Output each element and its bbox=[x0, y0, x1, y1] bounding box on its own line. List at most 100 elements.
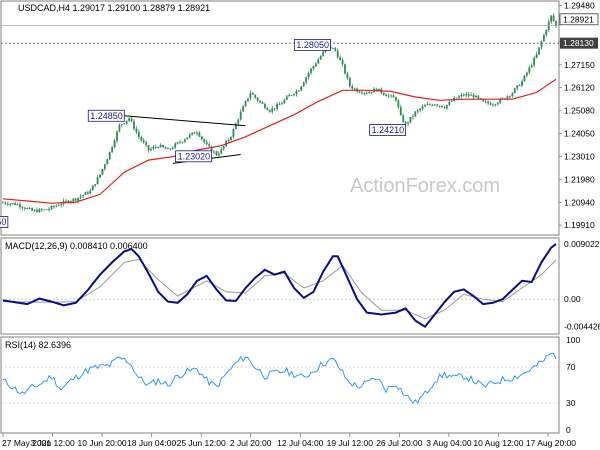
candle-body bbox=[310, 68, 312, 73]
candle-body bbox=[470, 94, 473, 96]
candle-body bbox=[499, 98, 502, 103]
candle-body bbox=[251, 93, 254, 95]
candle-body bbox=[538, 47, 540, 55]
candle-body bbox=[213, 151, 215, 153]
price-annotation-box bbox=[87, 109, 125, 122]
candle-body bbox=[174, 143, 177, 148]
macd-main-line bbox=[2, 243, 557, 329]
candle-body bbox=[203, 139, 206, 143]
candle-body bbox=[179, 142, 181, 143]
candle-body bbox=[404, 121, 407, 124]
candle-body bbox=[57, 205, 60, 207]
price-axis-tick-label: 1.19910 bbox=[564, 220, 595, 230]
rsi-axis-tick-label: 30 bbox=[566, 398, 576, 408]
watermark: ActionForex.com bbox=[350, 175, 500, 197]
candle-body bbox=[67, 200, 70, 203]
candle-body bbox=[45, 209, 48, 211]
candle-body bbox=[150, 148, 152, 151]
candle-body bbox=[266, 108, 269, 111]
candle-body bbox=[518, 85, 521, 87]
candle-body bbox=[74, 198, 77, 201]
candle-body bbox=[302, 82, 305, 87]
candle-body bbox=[259, 100, 261, 103]
candle-body bbox=[157, 146, 160, 148]
candle-body bbox=[186, 137, 189, 140]
candle-body bbox=[414, 111, 417, 117]
price-axis-tick-label: 1.20940 bbox=[564, 197, 595, 207]
candle-body bbox=[533, 57, 536, 66]
rsi-panel-border bbox=[0, 336, 560, 434]
candle-body bbox=[278, 104, 281, 106]
candle-body bbox=[111, 147, 114, 152]
time-axis-tick-label: 12 Jul 04:00 bbox=[277, 438, 324, 448]
candle-body bbox=[509, 95, 511, 97]
candle-body bbox=[293, 94, 295, 96]
candle-body bbox=[492, 104, 494, 106]
candle-body bbox=[295, 90, 298, 95]
candle-body bbox=[53, 206, 55, 207]
candle-body bbox=[550, 15, 553, 22]
candle-body bbox=[48, 209, 50, 211]
candle-body bbox=[273, 108, 276, 110]
reference-price-tag bbox=[560, 37, 598, 49]
candle-body bbox=[191, 132, 194, 135]
candle-body bbox=[16, 204, 19, 205]
candle-body bbox=[43, 209, 46, 211]
candle-body bbox=[283, 99, 286, 104]
candle-body bbox=[361, 92, 363, 94]
price-annotation-label: 1.28050 bbox=[296, 40, 329, 50]
candle-body bbox=[416, 110, 419, 112]
candle-body bbox=[167, 148, 169, 150]
candle-body bbox=[79, 196, 82, 198]
candle-body bbox=[130, 118, 133, 122]
candle-body bbox=[375, 88, 378, 91]
candle-body bbox=[346, 73, 349, 78]
candle-body bbox=[40, 209, 43, 210]
candle-body bbox=[256, 97, 259, 101]
candle-body bbox=[21, 207, 24, 208]
candle-body bbox=[244, 101, 247, 107]
candle-body bbox=[395, 97, 397, 101]
triangle-upper-line bbox=[124, 115, 246, 127]
macd-signal-line bbox=[2, 258, 557, 320]
candle-body bbox=[230, 137, 232, 140]
candle-body bbox=[264, 103, 266, 109]
candle-body bbox=[193, 132, 196, 134]
candle-body bbox=[261, 102, 264, 104]
candle-body bbox=[314, 63, 317, 67]
candle-body bbox=[135, 128, 138, 133]
price-title: USDCAD,H4 1.29017 1.29100 1.28879 1.2892… bbox=[18, 3, 210, 13]
candle-body bbox=[334, 48, 337, 51]
candle-body bbox=[458, 96, 460, 99]
time-axis-tick-label: 26 Jul 20:00 bbox=[376, 438, 423, 448]
candle-body bbox=[484, 101, 487, 103]
candle-body bbox=[392, 95, 395, 98]
candle-body bbox=[317, 59, 320, 64]
candle-body bbox=[23, 207, 26, 209]
candle-body bbox=[443, 107, 446, 109]
candle-body bbox=[162, 145, 164, 148]
candle-body bbox=[118, 124, 121, 132]
candle-body bbox=[460, 94, 463, 97]
macd-title: MACD(12,26,9) 0.008410 0.006400 bbox=[5, 241, 148, 251]
candle-body bbox=[428, 104, 431, 106]
candle-body bbox=[545, 29, 548, 35]
candle-body bbox=[200, 136, 203, 140]
candle-body bbox=[462, 94, 465, 96]
candle-body bbox=[436, 104, 439, 106]
candle-body bbox=[424, 105, 426, 107]
candle-body bbox=[205, 142, 208, 145]
time-axis-tick-label: 3 Aug 04:00 bbox=[426, 438, 472, 448]
candle-body bbox=[84, 192, 87, 196]
moving-average-line bbox=[2, 78, 557, 204]
candle-body bbox=[353, 88, 356, 90]
price-axis-tick-label: 1.26120 bbox=[564, 83, 595, 93]
rsi-axis-tick-label: 0 bbox=[566, 425, 571, 435]
time-axis-tick-label: 27 May 2021 bbox=[2, 438, 51, 448]
candle-body bbox=[540, 41, 543, 48]
candle-body bbox=[133, 121, 135, 129]
candle-body bbox=[19, 204, 21, 208]
time-axis-tick-label: 10 Aug 12:00 bbox=[473, 438, 523, 448]
